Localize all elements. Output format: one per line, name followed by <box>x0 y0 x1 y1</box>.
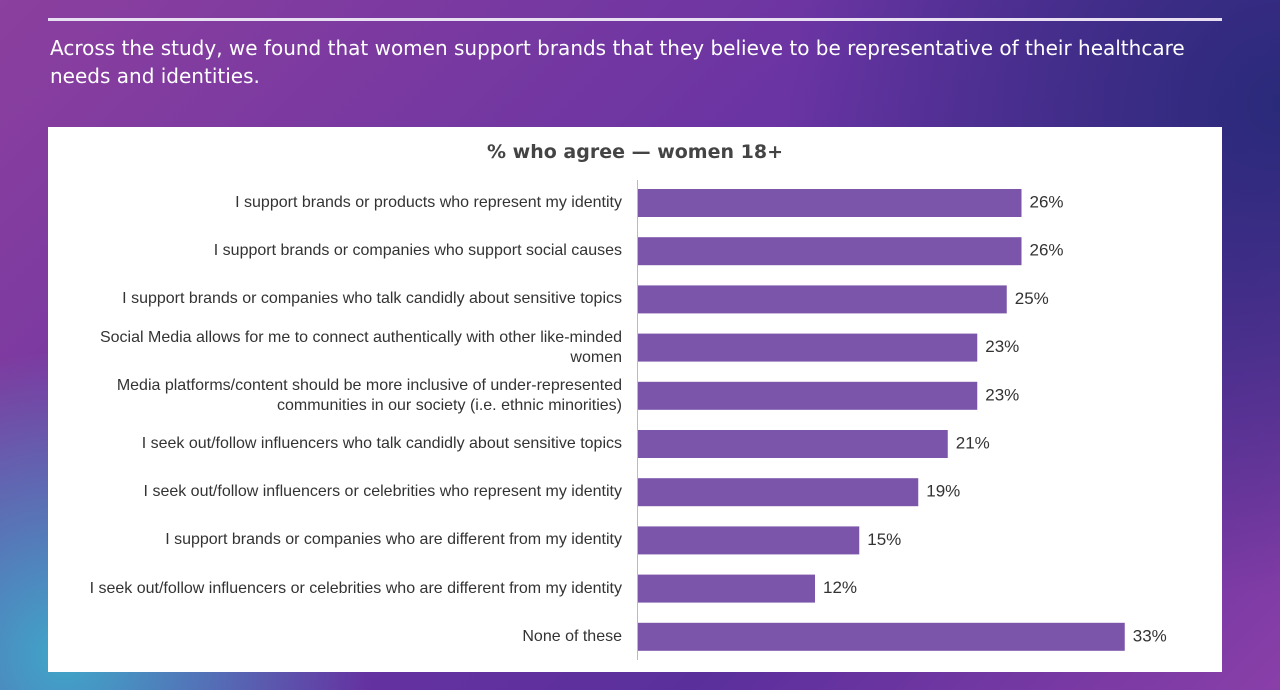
chart-panel <box>48 127 1222 672</box>
divider <box>48 18 1222 21</box>
value-label: 26% <box>1030 192 1064 211</box>
bar <box>638 237 1022 266</box>
bar <box>638 189 1022 217</box>
chart-title: % who agree — women 18+ <box>487 141 783 163</box>
category-label: I support brands or companies who suppor… <box>213 242 622 260</box>
value-label: 21% <box>956 433 990 452</box>
category-label: I support brands or products who represe… <box>235 194 622 211</box>
category-label: I seek out/follow influencers who talk c… <box>141 435 622 452</box>
bar <box>638 574 815 603</box>
bar <box>638 478 919 507</box>
value-label: 25% <box>1015 289 1049 308</box>
bar <box>638 333 978 362</box>
category-label: None of these <box>522 627 622 645</box>
bar <box>638 285 1007 314</box>
intro-text: Across the study, we found that women su… <box>50 36 1185 88</box>
value-label: 15% <box>867 530 901 549</box>
value-label: 33% <box>1133 626 1167 645</box>
value-label: 23% <box>985 385 1019 404</box>
category-label: Media platforms/content should be more i… <box>116 376 622 414</box>
category-label: I seek out/follow influencers or celebri… <box>143 483 622 501</box>
value-label: 26% <box>1030 241 1064 260</box>
value-label: 23% <box>985 337 1019 356</box>
category-label: I support brands or companies who talk c… <box>122 290 622 308</box>
category-label: I seek out/follow influencers or celebri… <box>89 579 622 597</box>
value-label: 19% <box>926 482 960 501</box>
bar <box>638 622 1125 651</box>
bar <box>638 526 860 555</box>
category-label: I support brands or companies who are di… <box>165 531 622 549</box>
category-label: Social Media allows for me to connect au… <box>99 328 622 366</box>
bar <box>638 430 948 458</box>
bar <box>638 381 978 410</box>
value-label: 12% <box>823 578 857 597</box>
